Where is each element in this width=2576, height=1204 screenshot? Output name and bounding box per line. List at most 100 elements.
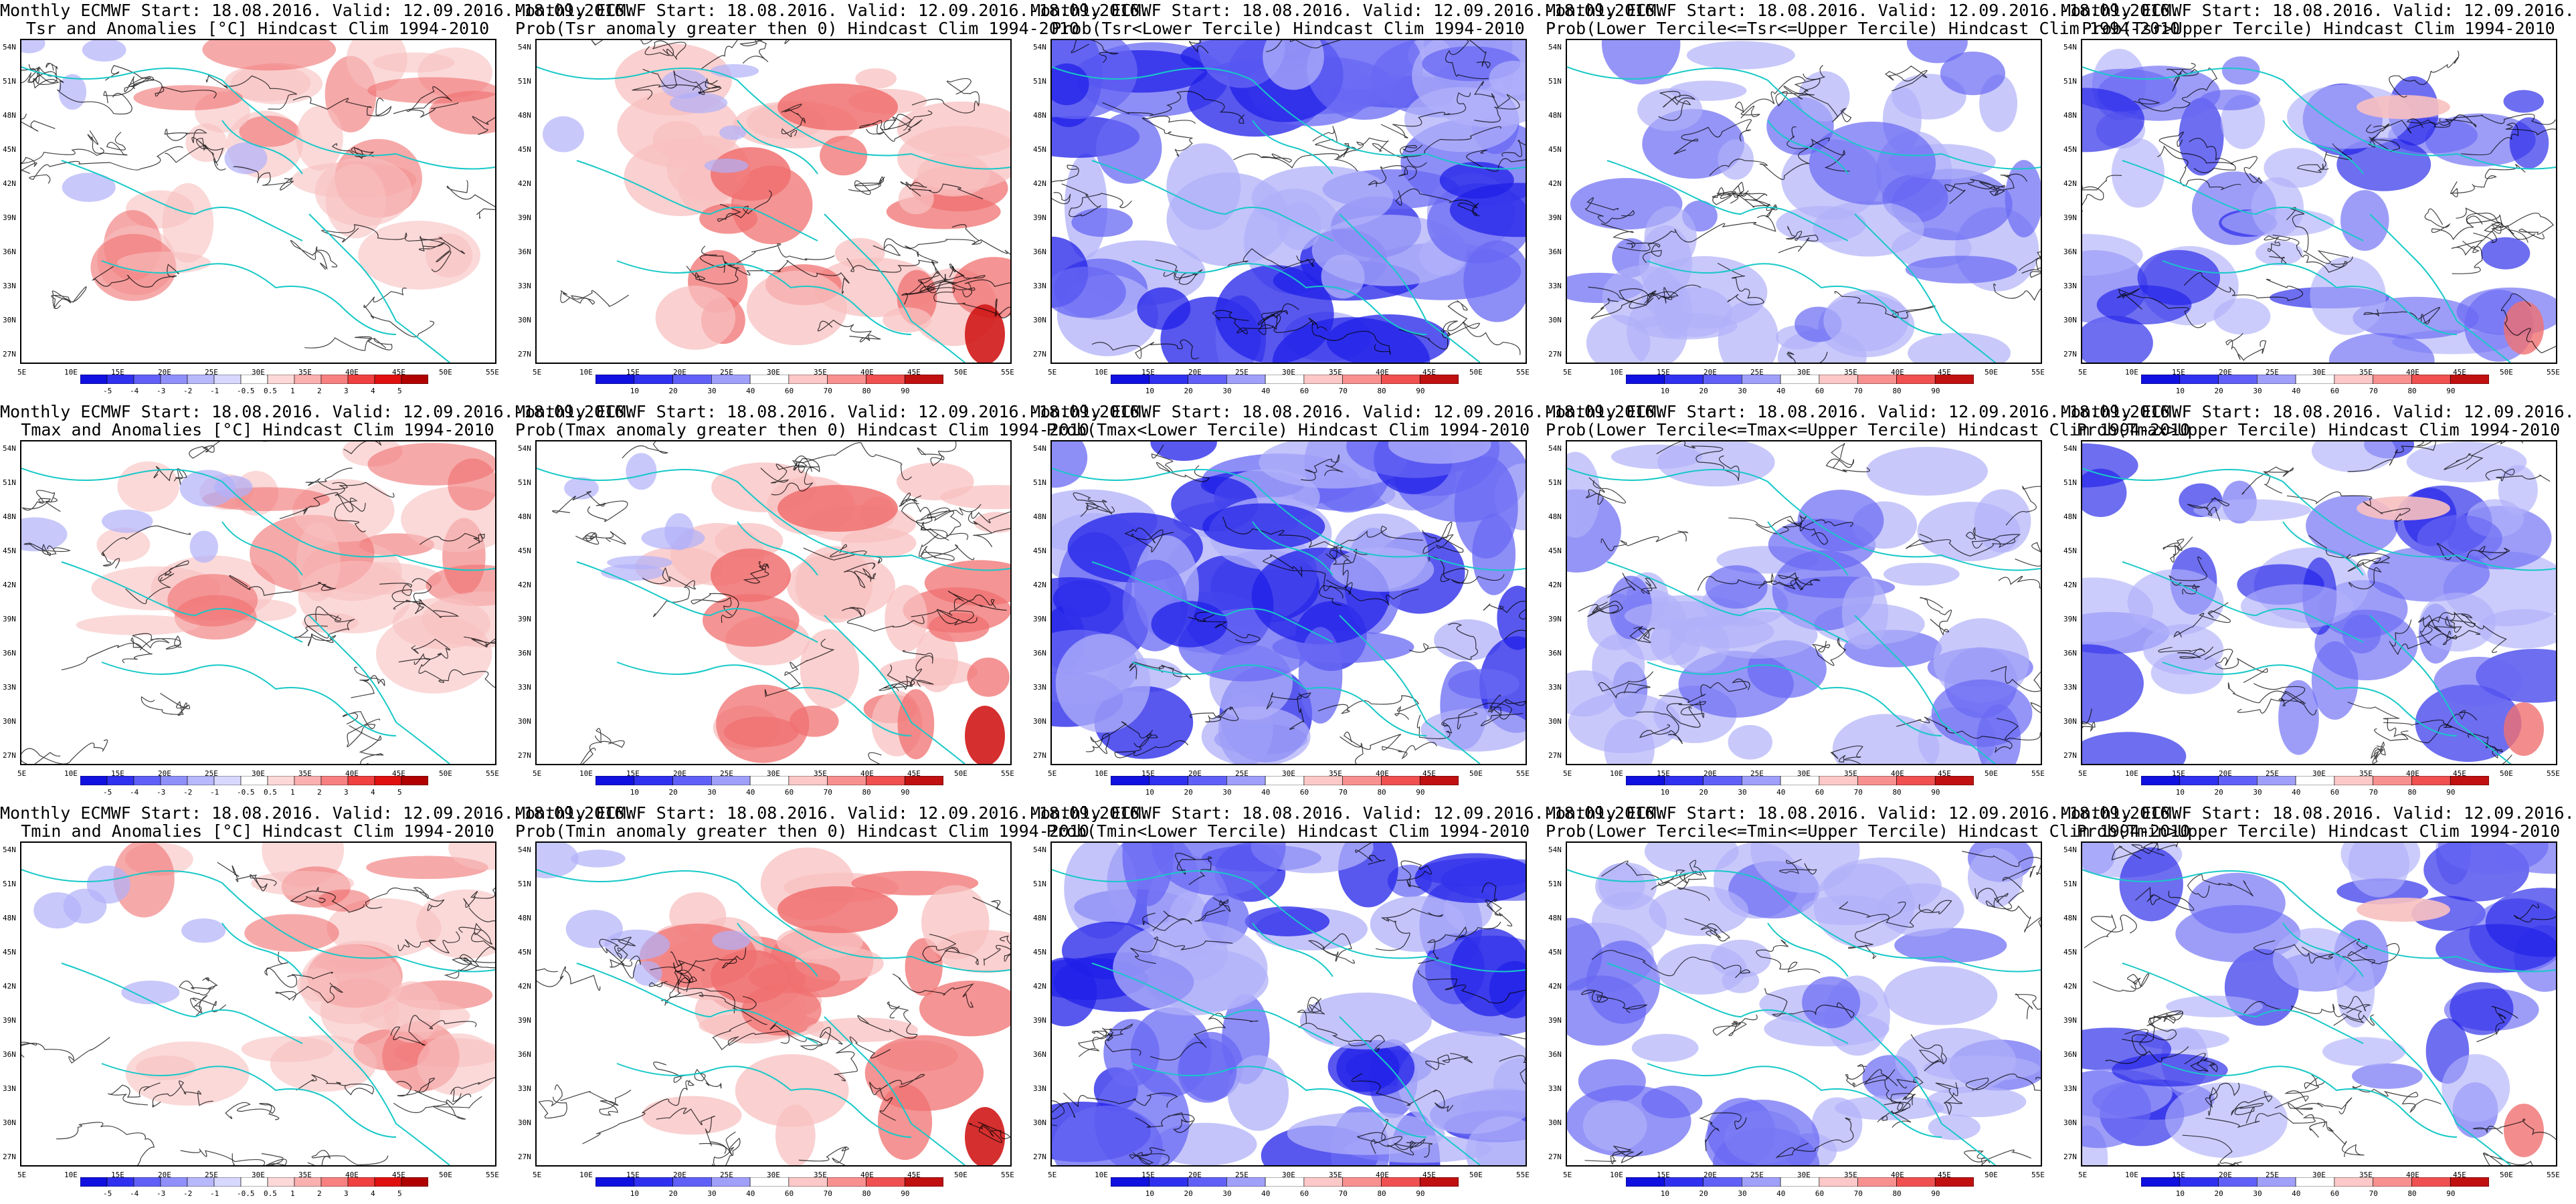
lat-tick-label: 48N: [518, 512, 531, 521]
lon-tick-label: 55E: [2031, 1171, 2045, 1179]
isotherm-contour: [21, 147, 104, 174]
coastline: [1052, 66, 1526, 170]
probability-shading: [2494, 843, 2556, 874]
probability-shading: [239, 115, 300, 147]
lon-tick-label: 10E: [2125, 1171, 2138, 1179]
coastline: [576, 160, 818, 241]
colorbar-tick-label: 60: [1815, 387, 1825, 395]
colorbar-tick-label: 90: [1416, 387, 1425, 395]
coastline: [221, 120, 303, 175]
isotherm-contour: [2500, 293, 2556, 354]
isotherm-contour: [1728, 516, 1853, 532]
panel-title-line2: Prob(Tmin>Upper Tercile) Hindcast Clim 1…: [2076, 821, 2561, 841]
lon-tick-label: 55E: [2547, 368, 2560, 377]
lat-tick-label: 48N: [1548, 914, 1562, 922]
lat-tick-label: 54N: [1548, 845, 1562, 854]
colorbar-swatch: [2334, 1177, 2373, 1187]
coastline: [1606, 963, 1849, 1044]
coastline: [101, 260, 397, 335]
isotherm-contour: [1474, 80, 1520, 123]
probability-shading: [1052, 1105, 1163, 1165]
isotherm-contour: [463, 887, 495, 908]
probability-shading: [1064, 843, 1137, 939]
lon-tick-label: 10E: [579, 368, 593, 377]
isotherm-contour: [1910, 1033, 1947, 1072]
colorbar-tick-label: 20: [2214, 788, 2223, 797]
colorbar-swatch: [672, 1177, 712, 1187]
probability-shading: [2082, 1070, 2151, 1148]
lon-tick-label: 55E: [2547, 769, 2560, 778]
isotherm-contour: [1713, 1014, 1758, 1036]
colorbar-swatch: [187, 776, 215, 785]
isotherm-contour: [911, 609, 978, 626]
lon-tick-label: 50E: [439, 368, 452, 377]
colorbar-swatch: [1896, 776, 1936, 785]
probability-shading: [1055, 633, 1151, 733]
probability-shading: [2199, 89, 2261, 110]
colorbar-tick-label: 10: [1660, 387, 1670, 395]
isotherm-contour: [165, 138, 226, 171]
lon-tick-label: 10E: [64, 769, 78, 778]
map-area: [1050, 440, 1527, 765]
probability-shading: [1137, 287, 1191, 330]
colorbar-swatch: [1303, 375, 1343, 384]
panel-title-line1: Monthly ECMWF Start: 18.08.2016. Valid: …: [2061, 402, 2576, 421]
coastline: [2369, 1016, 2511, 1165]
coastline: [21, 468, 495, 571]
probability-shading: [919, 980, 1010, 1037]
colorbar-tick-label: 90: [1931, 1189, 1940, 1198]
forecast-panel: Monthly ECMWF Start: 18.08.2016. Valid: …: [0, 401, 634, 803]
colorbar-swatch: [80, 1177, 108, 1187]
panel-title-line2: Tmax and Anomalies [°C] Hindcast Clim 19…: [21, 420, 494, 439]
colorbar-swatch: [1934, 776, 1974, 785]
probability-shading: [116, 252, 211, 274]
colorbar-tick-label: 60: [784, 387, 794, 395]
isotherm-contour: [132, 633, 182, 651]
isotherm-contour: [1445, 40, 1491, 80]
probability-shading: [2175, 904, 2301, 963]
isotherm-contour: [916, 504, 982, 541]
lon-tick-label: 55E: [486, 368, 499, 377]
colorbar: [80, 1177, 428, 1187]
colorbar-swatch: [374, 1177, 402, 1187]
lat-tick-label: 33N: [1033, 683, 1046, 692]
colorbar-tick-label: 30: [707, 1189, 717, 1198]
forecast-panel: Monthly ECMWF Start: 18.08.2016. Valid: …: [515, 401, 1149, 803]
isotherm-contour: [2400, 710, 2478, 744]
probability-shading: [543, 116, 584, 153]
isotherm-contour: [599, 938, 641, 979]
colorbar-tick-label: 30: [1738, 1189, 1747, 1198]
lat-tick-label: 30N: [518, 316, 531, 324]
probability-shading: [1644, 206, 1697, 269]
colorbar-swatch: [1934, 375, 1974, 384]
isotherm-contour: [1344, 731, 1437, 760]
coastline: [1091, 561, 1333, 643]
isotherm-contour: [1085, 721, 1154, 755]
isotherm-contour: [760, 463, 820, 484]
forecast-panel: Monthly ECMWF Start: 18.08.2016. Valid: …: [1030, 0, 1665, 401]
isotherm-contour: [1920, 597, 1952, 636]
isotherm-contour: [858, 114, 912, 135]
lat-tick-label: 54N: [518, 43, 531, 52]
coastline: [101, 1063, 397, 1138]
lat-tick-label: 48N: [518, 111, 531, 120]
isotherm-contour: [189, 995, 227, 1016]
lon-tick-label: 5E: [2078, 769, 2088, 778]
isotherm-contour: [723, 260, 850, 294]
colorbar-swatch: [401, 1177, 428, 1187]
lat-tick-label: 54N: [2063, 845, 2077, 854]
lat-tick-label: 33N: [1033, 1084, 1046, 1093]
lat-tick-label: 45N: [518, 546, 531, 555]
probability-shading: [2111, 138, 2165, 208]
lat-tick-label: 33N: [2063, 683, 2077, 692]
probability-shading: [2435, 924, 2556, 973]
colorbar-tick-label: 60: [2330, 1189, 2340, 1198]
lat-tick-label: 48N: [2063, 914, 2077, 922]
lon-tick-label: 10E: [64, 368, 78, 377]
isotherm-contour: [1408, 623, 1479, 660]
isotherm-contour: [883, 650, 933, 692]
probability-shading: [704, 159, 749, 173]
probability-shading: [1397, 1031, 1526, 1134]
coastline: [1606, 160, 1849, 241]
colorbar-swatch: [347, 776, 375, 785]
